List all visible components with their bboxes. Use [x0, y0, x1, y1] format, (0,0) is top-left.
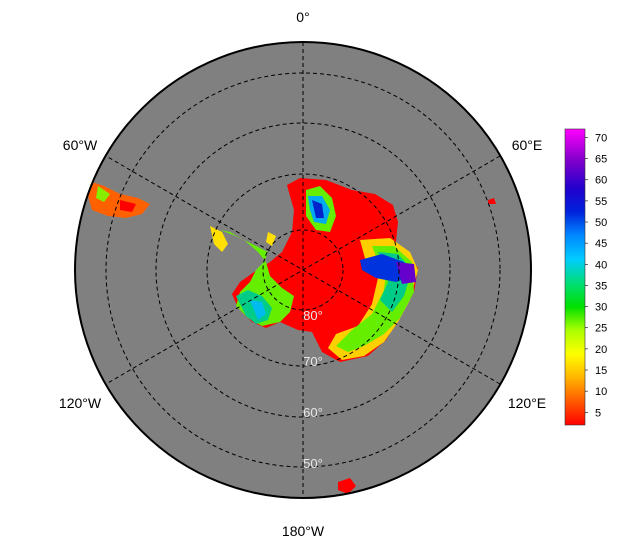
lon-label-180w: 180°W: [282, 523, 325, 539]
meridian-120e-60w: [105, 155, 501, 385]
colorbar: 5 10 15 20 25 30 35 40 45 50 55 60 65 70: [564, 128, 607, 426]
antarctica-field: [88, 178, 496, 494]
lon-label-120e: 120°E: [508, 395, 546, 411]
lat-label-70: 70°: [303, 354, 323, 369]
lon-label-60e: 60°E: [512, 137, 543, 153]
lon-label-0: 0°: [296, 9, 309, 25]
colorbar-gradient: [565, 129, 585, 425]
colorbar-tick-label: 65: [595, 154, 607, 166]
lon-label-120w: 120°W: [59, 395, 102, 411]
colorbar-tick-label: 15: [595, 365, 607, 377]
colorbar-tick-label: 20: [595, 344, 607, 356]
colorbar-tick-label: 25: [595, 323, 607, 335]
colorbar-tick-label: 35: [595, 280, 607, 292]
latitude-circle-80: [262, 229, 344, 311]
lat-label-80: 80°: [303, 308, 323, 323]
colorbar-frame: [564, 128, 586, 426]
meridian-grid: [105, 42, 501, 498]
colorbar-tick-label: 45: [595, 238, 607, 250]
map-content: [88, 178, 496, 494]
colorbar-tick-label: 50: [595, 217, 607, 229]
lat-label-50: 50°: [303, 456, 323, 471]
colorbar-tick-label: 10: [595, 386, 607, 398]
lon-label-60w: 60°W: [63, 137, 98, 153]
latitude-circle-60: [155, 122, 451, 418]
colorbar-tick-label: 60: [595, 175, 607, 187]
colorbar-tick-label: 55: [595, 196, 607, 208]
colorbar-tick-label: 70: [595, 132, 607, 144]
colorbar-tick-label: 40: [595, 259, 607, 271]
colorbar-ticks: 5 10 15 20 25 30 35 40 45 50 55 60 65 70: [585, 132, 607, 419]
colorbar-tick-label: 5: [595, 407, 601, 419]
map-border: [74, 41, 532, 499]
colorbar-tick-label: 30: [595, 302, 607, 314]
lat-label-60: 60°: [303, 405, 323, 420]
